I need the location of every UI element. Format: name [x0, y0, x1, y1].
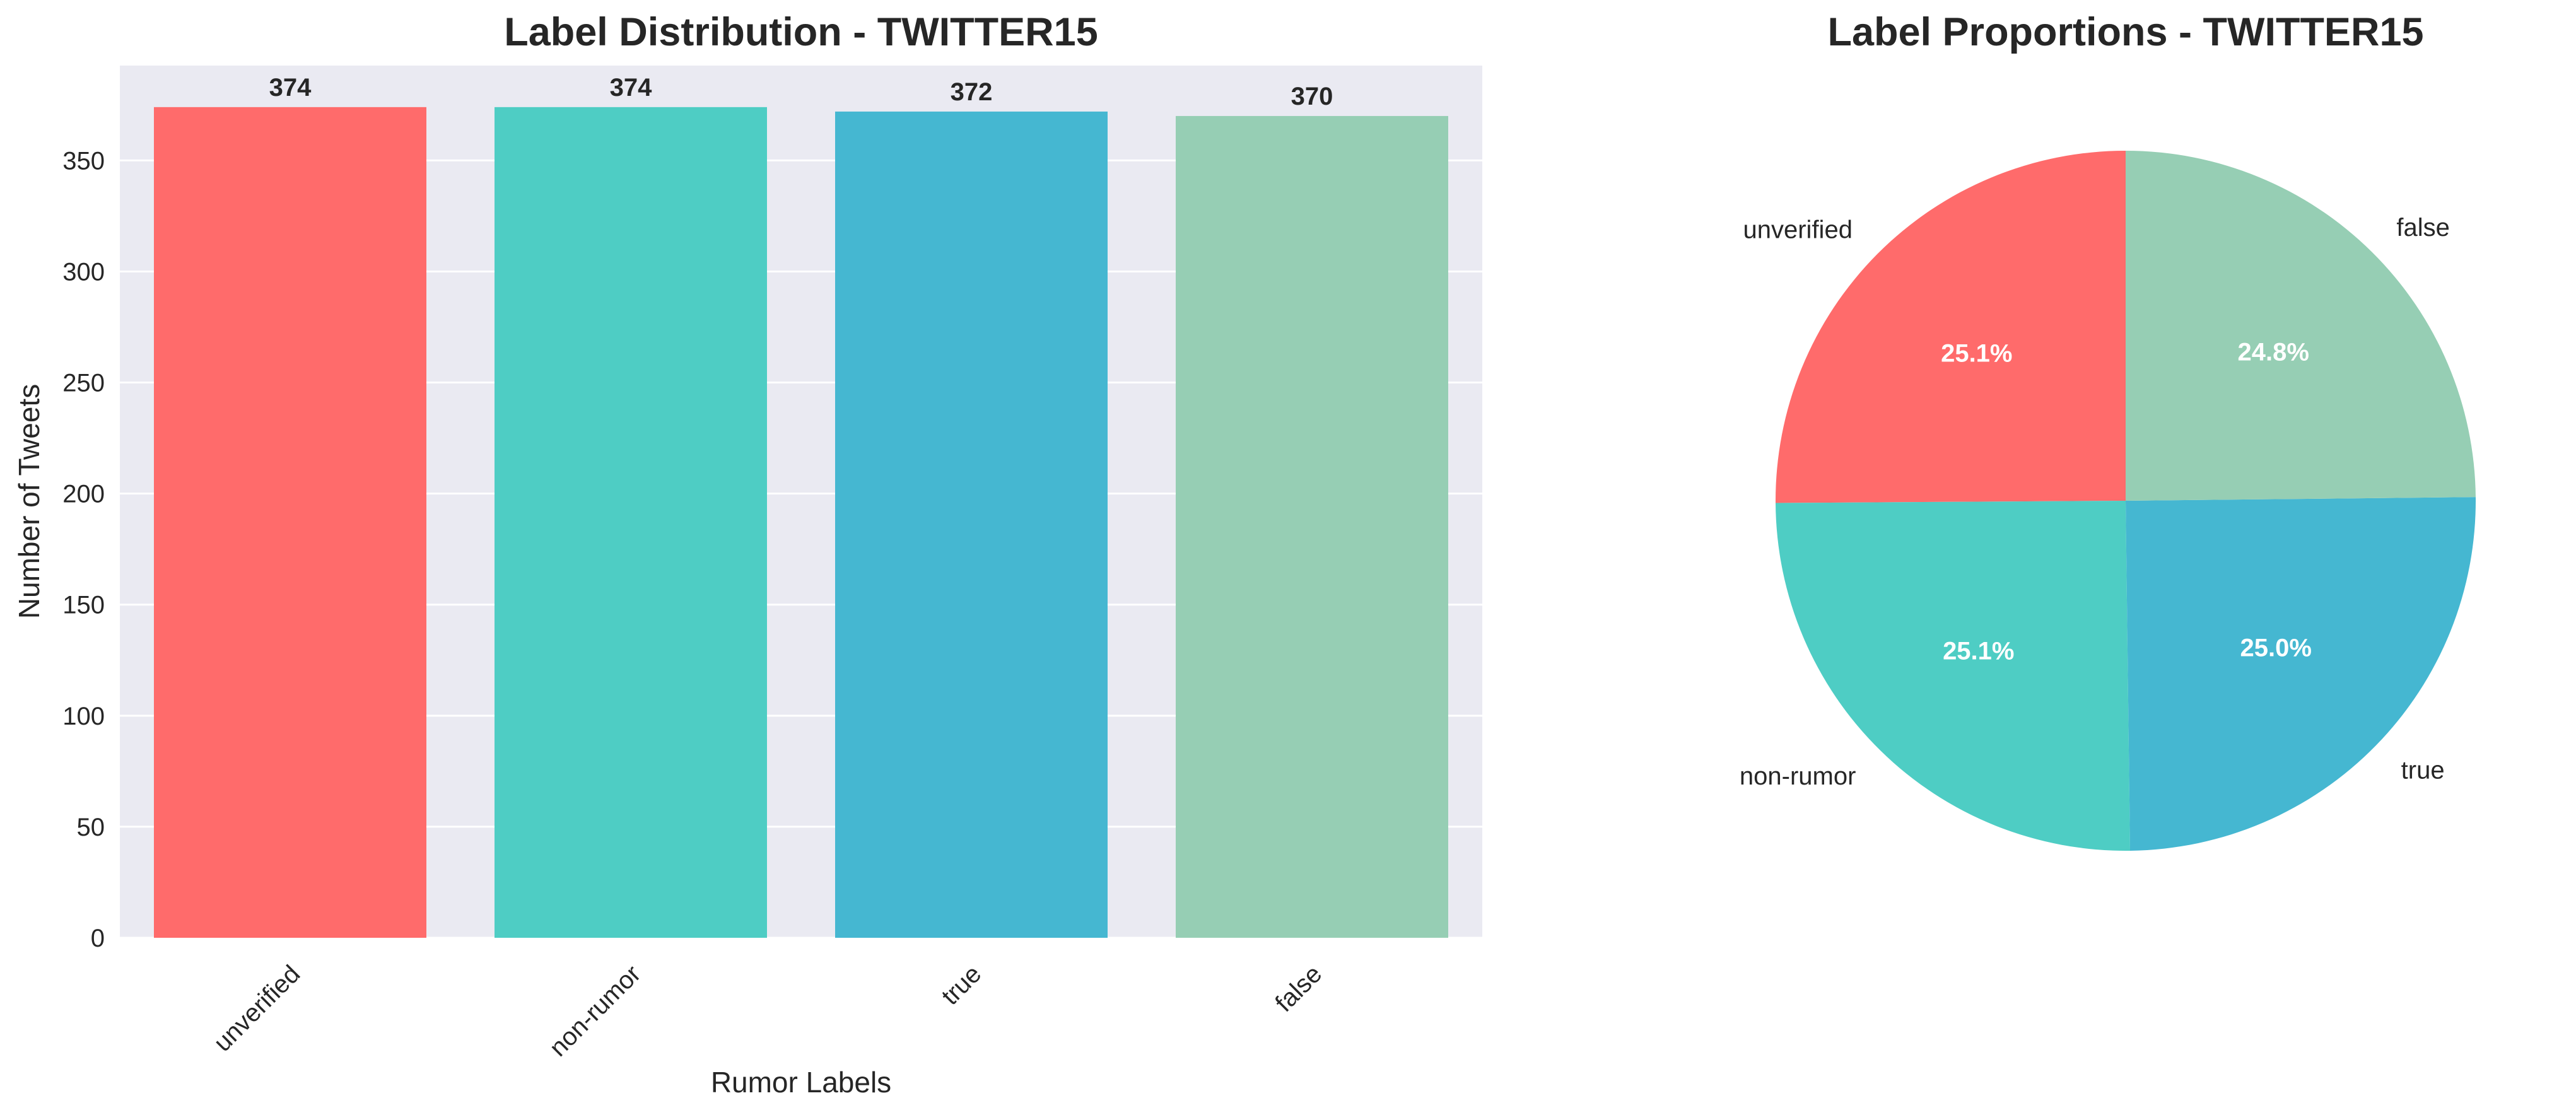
bar-ytick-label: 50	[77, 814, 105, 841]
bar-unverified	[154, 107, 426, 938]
pie-labels: unverified non-rumor true false	[1740, 214, 2450, 790]
pie-percent-label: 25.1%	[1941, 339, 2012, 367]
bar-non-rumor	[495, 107, 767, 938]
bar-ytick-label: 200	[62, 481, 105, 508]
pie-slice-label: non-rumor	[1740, 762, 1856, 790]
pie-percent-labels: 25.1% 25.1% 25.0% 24.8%	[1941, 338, 2312, 665]
bar-value-label: 372	[951, 78, 993, 106]
bar-true	[835, 111, 1108, 938]
bar-ytick-label: 300	[62, 258, 105, 286]
bar-ytick-label: 150	[62, 592, 105, 619]
pie-percent-label: 25.1%	[1943, 638, 2014, 665]
bar-ytick-label: 100	[62, 703, 105, 730]
bar-xtick-label: true	[937, 960, 987, 1010]
bar-value-label: 370	[1291, 83, 1333, 110]
pie-slice-label: true	[2401, 757, 2445, 785]
pie-slices	[1776, 151, 2476, 851]
bar-xtick-labels: unverified non-rumor true false	[209, 960, 1328, 1062]
bar-value-labels: 374 374 372 370	[269, 74, 1333, 110]
pie-slice-false	[2126, 151, 2476, 501]
bar-xtick-label: unverified	[209, 960, 306, 1057]
bar-ytick-labels: 0 50 100 150 200 250 300 350	[62, 147, 105, 952]
bar-value-label: 374	[610, 74, 652, 102]
bar-ytick-label: 0	[91, 925, 105, 952]
pie-slice-label: false	[2396, 214, 2450, 242]
pie-slice-non-rumor	[1776, 501, 2131, 851]
pie-slice-true	[2126, 497, 2476, 851]
bar-xtick-label: false	[1270, 960, 1328, 1017]
pie-slice-label: unverified	[1743, 216, 1853, 244]
bar-y-axis-label: Number of Tweets	[13, 384, 45, 619]
pie-slice-unverified	[1776, 151, 2126, 503]
bar-chart-title: Label Distribution - TWITTER15	[504, 10, 1098, 54]
bar-x-axis-label: Rumor Labels	[711, 1066, 891, 1099]
bar-marks	[154, 107, 1448, 938]
bar-chart: 0 50 100 150 200 250 300 350 unverified non-rumo…	[13, 10, 1482, 1099]
pie-chart-title: Label Proportions - TWITTER15	[1827, 10, 2423, 54]
bar-ytick-label: 250	[62, 370, 105, 397]
bar-xtick-label: non-rumor	[544, 960, 647, 1062]
pie-percent-label: 24.8%	[2238, 338, 2309, 366]
bar-false	[1176, 115, 1448, 938]
bar-value-label: 374	[269, 74, 312, 102]
bar-ytick-label: 350	[62, 147, 105, 175]
pie-percent-label: 25.0%	[2240, 634, 2311, 662]
